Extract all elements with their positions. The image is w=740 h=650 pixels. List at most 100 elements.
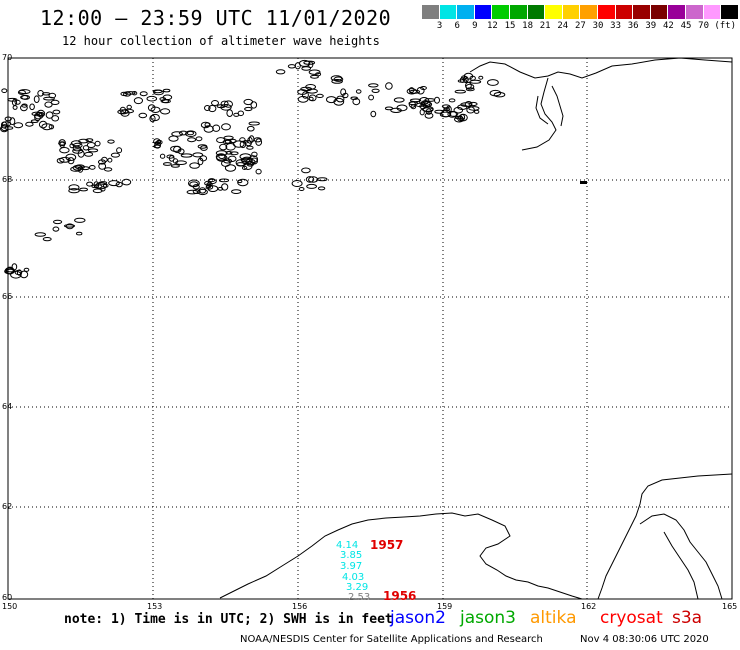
lake-outline — [17, 89, 26, 95]
lake-outline — [84, 151, 94, 157]
lake-outline — [68, 188, 80, 194]
lake-outline — [393, 97, 405, 103]
lat-label: 60 — [2, 593, 12, 602]
lake-outline — [308, 96, 314, 102]
lake-outline — [1, 88, 8, 93]
lake-outline — [301, 167, 311, 174]
lat-label: 64 — [2, 402, 12, 411]
lake-outline — [100, 186, 106, 192]
lake-outline — [211, 100, 219, 106]
lake-outline — [298, 187, 305, 191]
lake-outline — [448, 98, 456, 103]
lake-outline — [150, 113, 160, 122]
lake-outline — [215, 150, 228, 156]
lake-outline — [153, 89, 164, 96]
lake-outline — [212, 124, 221, 132]
colorbar-label: 21 — [539, 21, 551, 31]
lake-outline — [233, 112, 240, 117]
lake-outline — [52, 109, 61, 115]
lake-outline — [225, 151, 233, 155]
lake-outline — [107, 139, 115, 144]
lake-outline — [74, 217, 86, 223]
lake-outline — [253, 137, 262, 143]
colorbar-label: 6 — [454, 21, 460, 31]
lake-outline — [231, 189, 242, 195]
lake-outline — [29, 103, 35, 111]
lake-outline — [221, 123, 231, 131]
lake-outline — [70, 140, 82, 147]
lake-outline — [38, 120, 48, 129]
colorbar-swatch — [668, 5, 686, 19]
lake-outline — [180, 153, 193, 158]
colorbar-swatch — [422, 5, 440, 19]
lake-outline — [1, 121, 11, 127]
lake-outline — [115, 181, 123, 188]
lake-outline — [101, 156, 108, 163]
lake-outline — [316, 93, 324, 99]
lake-outline — [396, 104, 408, 112]
map-subtitle: 12 hour collection of altimeter wave hei… — [62, 34, 380, 48]
lake-outline — [247, 137, 253, 144]
lake-outline — [310, 74, 319, 79]
lake-outline — [59, 147, 70, 154]
lake-outline — [224, 164, 237, 172]
lake-outline — [159, 153, 166, 159]
lake-outline — [229, 151, 239, 156]
lake-outline — [275, 69, 286, 75]
lake-outline — [79, 187, 88, 192]
lake-outline — [424, 112, 434, 119]
pass-time-label: 1957 — [370, 538, 403, 552]
lake-outline — [87, 148, 99, 153]
lake-outline — [116, 147, 123, 154]
lat-label: 66 — [2, 292, 12, 301]
lake-outline — [74, 164, 86, 170]
lake-outline — [449, 111, 459, 117]
lake-outline — [68, 184, 80, 191]
colorbar-swatch — [615, 5, 634, 19]
wave-height-colorbar — [422, 5, 739, 19]
colorbar-swatch — [562, 5, 581, 19]
colorbar-label: (ft) — [714, 21, 737, 31]
lake-outline — [217, 186, 224, 191]
lake-outline — [192, 152, 204, 158]
colorbar-label: 15 — [504, 21, 516, 31]
satellite-legend-item: cryosat — [600, 608, 663, 628]
lake-outline — [241, 165, 248, 170]
lake-outline — [204, 122, 211, 128]
lake-outline — [287, 64, 296, 69]
lake-outline — [330, 75, 343, 81]
wave-height-value: 4.14 — [336, 540, 358, 551]
lake-outline — [107, 157, 113, 163]
lake-outline — [248, 121, 260, 126]
lat-label: 68 — [2, 175, 12, 184]
lake-outline — [9, 117, 16, 126]
lake-outline — [409, 98, 422, 103]
lake-outline — [126, 104, 132, 110]
lake-outline — [98, 162, 107, 170]
lake-outline — [20, 104, 28, 112]
lake-outline — [206, 183, 212, 189]
colorbar-swatch — [527, 5, 546, 19]
lake-outline — [160, 108, 171, 115]
lon-label: 165 — [722, 602, 737, 611]
footer-note: note: 1) Time is in UTC; 2) SWH is in fe… — [64, 612, 393, 627]
lake-outline — [306, 88, 318, 94]
lake-outline — [465, 81, 472, 90]
lake-outline — [200, 145, 208, 151]
lake-outline — [208, 178, 216, 183]
lake-outline — [94, 140, 101, 147]
altimeter-track: 4.143.853.974.033.292.53 1957 1956 — [336, 538, 416, 603]
lake-outline — [4, 116, 12, 122]
colorbar-swatch — [457, 5, 475, 19]
lake-outline — [223, 135, 234, 141]
lake-outline — [36, 109, 46, 118]
lake-outline — [110, 152, 121, 158]
lake-outline — [301, 91, 309, 99]
lake-outline — [308, 69, 321, 75]
lake-outline — [333, 97, 345, 106]
lake-outline — [245, 158, 256, 166]
lake-outline — [108, 180, 120, 187]
lake-outline — [12, 105, 18, 110]
lake-outline — [65, 223, 74, 230]
